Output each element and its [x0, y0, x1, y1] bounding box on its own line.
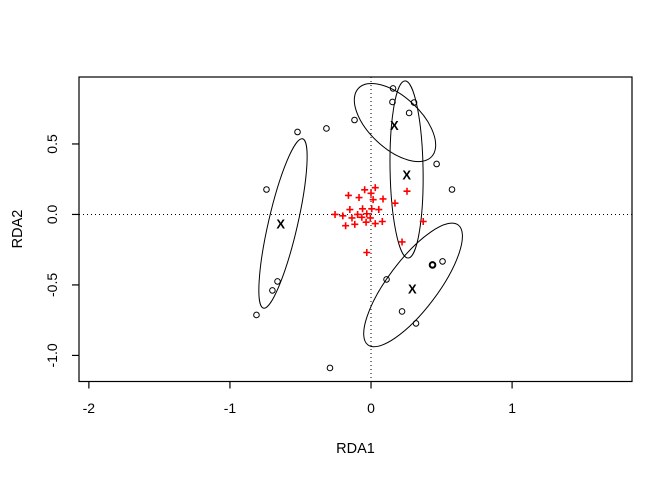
site-point [383, 276, 390, 283]
site-point [263, 186, 270, 193]
plot-frame [78, 76, 633, 383]
species-point [361, 186, 369, 194]
site-point [389, 98, 396, 106]
x-axis-title: RDA1 [336, 441, 375, 457]
species-points [331, 184, 427, 257]
site-point [351, 116, 358, 124]
confidence-ellipse [389, 80, 424, 259]
species-point [346, 206, 354, 214]
x-tick-label: 1 [508, 400, 516, 416]
site-point [439, 258, 446, 265]
confidence-ellipses [258, 80, 463, 348]
site-point [326, 364, 334, 372]
species-point [339, 212, 347, 220]
species-point [379, 195, 387, 203]
species-point [354, 210, 362, 218]
centroid-mark: X [402, 167, 411, 182]
species-point [403, 187, 411, 195]
site-point [412, 320, 420, 327]
species-point [375, 206, 383, 214]
species-point [331, 210, 339, 218]
species-point [371, 220, 379, 228]
species-point [359, 205, 367, 213]
site-point [253, 311, 260, 319]
site-point [398, 308, 406, 315]
axis-ticks: -2 -1 0 1 0.5 0.0 -0.5 -1.0 [44, 134, 516, 416]
species-point [378, 217, 386, 225]
y-tick-label: 0.5 [44, 134, 60, 154]
centroid-marks: X X X X [276, 118, 417, 296]
site-points [253, 85, 456, 372]
species-point [344, 191, 352, 199]
species-point [371, 184, 379, 192]
centroid-mark: X [408, 281, 417, 296]
site-point [389, 85, 397, 92]
y-tick-label: 0.0 [44, 205, 60, 225]
y-tick-label: -1.0 [44, 343, 60, 367]
species-point [363, 249, 371, 257]
confidence-ellipse [363, 222, 463, 348]
species-point [391, 199, 399, 207]
site-point [269, 287, 276, 294]
species-point [419, 217, 427, 225]
species-point [366, 214, 374, 222]
species-point [358, 213, 366, 221]
x-tick-label: -2 [83, 400, 96, 416]
site-point [410, 99, 418, 106]
centroid-mark: X [276, 216, 285, 231]
species-point [355, 194, 363, 202]
site-point [274, 278, 281, 285]
site-point [294, 128, 301, 136]
centroid-mark: X [390, 118, 399, 133]
x-tick-label: 0 [367, 400, 375, 416]
species-point [367, 189, 375, 197]
species-point [348, 214, 356, 222]
site-point [448, 186, 456, 193]
species-point [363, 210, 371, 218]
species-point [369, 196, 377, 204]
confidence-ellipse [258, 138, 308, 309]
y-tick-label: -0.5 [44, 273, 60, 297]
plot-border [78, 76, 633, 383]
site-point [405, 109, 413, 117]
confidence-ellipse [353, 82, 437, 163]
site-point [428, 261, 437, 269]
x-tick-label: -1 [224, 400, 237, 416]
y-axis-title: RDA2 [10, 210, 26, 249]
site-point [323, 125, 330, 132]
site-point [433, 160, 440, 168]
species-point [398, 238, 406, 246]
species-point [368, 205, 376, 213]
species-point [362, 218, 370, 226]
species-point [342, 222, 350, 230]
species-point [351, 220, 359, 228]
